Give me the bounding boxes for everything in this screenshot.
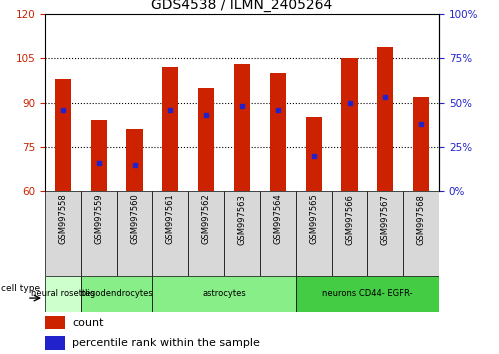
Bar bbox=[296, 276, 439, 312]
Bar bbox=[198, 88, 214, 191]
Text: GSM997559: GSM997559 bbox=[94, 194, 103, 244]
Text: GSM997568: GSM997568 bbox=[417, 194, 426, 245]
Bar bbox=[188, 191, 224, 276]
Bar bbox=[81, 191, 117, 276]
Bar bbox=[296, 191, 332, 276]
Text: GSM997565: GSM997565 bbox=[309, 194, 318, 245]
Bar bbox=[367, 191, 403, 276]
Text: astrocytes: astrocytes bbox=[202, 289, 246, 298]
Text: percentile rank within the sample: percentile rank within the sample bbox=[72, 338, 260, 348]
Bar bbox=[126, 129, 143, 191]
Bar bbox=[91, 120, 107, 191]
Text: neural rosettes: neural rosettes bbox=[31, 289, 95, 298]
Text: neurons CD44- EGFR-: neurons CD44- EGFR- bbox=[322, 289, 413, 298]
Bar bbox=[81, 276, 152, 312]
Text: GSM997562: GSM997562 bbox=[202, 194, 211, 245]
Bar bbox=[162, 67, 179, 191]
Bar bbox=[260, 191, 296, 276]
Bar bbox=[45, 316, 65, 329]
Bar bbox=[152, 276, 296, 312]
Bar bbox=[377, 47, 393, 191]
Bar bbox=[117, 191, 152, 276]
Title: GDS4538 / ILMN_2405264: GDS4538 / ILMN_2405264 bbox=[151, 0, 333, 12]
Bar bbox=[332, 191, 367, 276]
Bar bbox=[55, 79, 71, 191]
Text: GSM997564: GSM997564 bbox=[273, 194, 282, 245]
Bar bbox=[413, 97, 429, 191]
Text: GSM997561: GSM997561 bbox=[166, 194, 175, 245]
Bar bbox=[45, 276, 81, 312]
Bar bbox=[45, 336, 65, 350]
Text: GSM997567: GSM997567 bbox=[381, 194, 390, 245]
Text: cell type: cell type bbox=[1, 284, 40, 293]
Bar bbox=[224, 191, 260, 276]
Text: GSM997566: GSM997566 bbox=[345, 194, 354, 245]
Text: GSM997560: GSM997560 bbox=[130, 194, 139, 245]
Bar bbox=[305, 118, 322, 191]
Text: count: count bbox=[72, 318, 104, 327]
Text: GSM997563: GSM997563 bbox=[238, 194, 247, 245]
Bar bbox=[341, 58, 358, 191]
Text: GSM997558: GSM997558 bbox=[58, 194, 67, 245]
Bar bbox=[270, 73, 286, 191]
Bar bbox=[403, 191, 439, 276]
Bar bbox=[152, 191, 188, 276]
Bar bbox=[234, 64, 250, 191]
Text: oligodendrocytes: oligodendrocytes bbox=[80, 289, 153, 298]
Bar bbox=[45, 191, 81, 276]
